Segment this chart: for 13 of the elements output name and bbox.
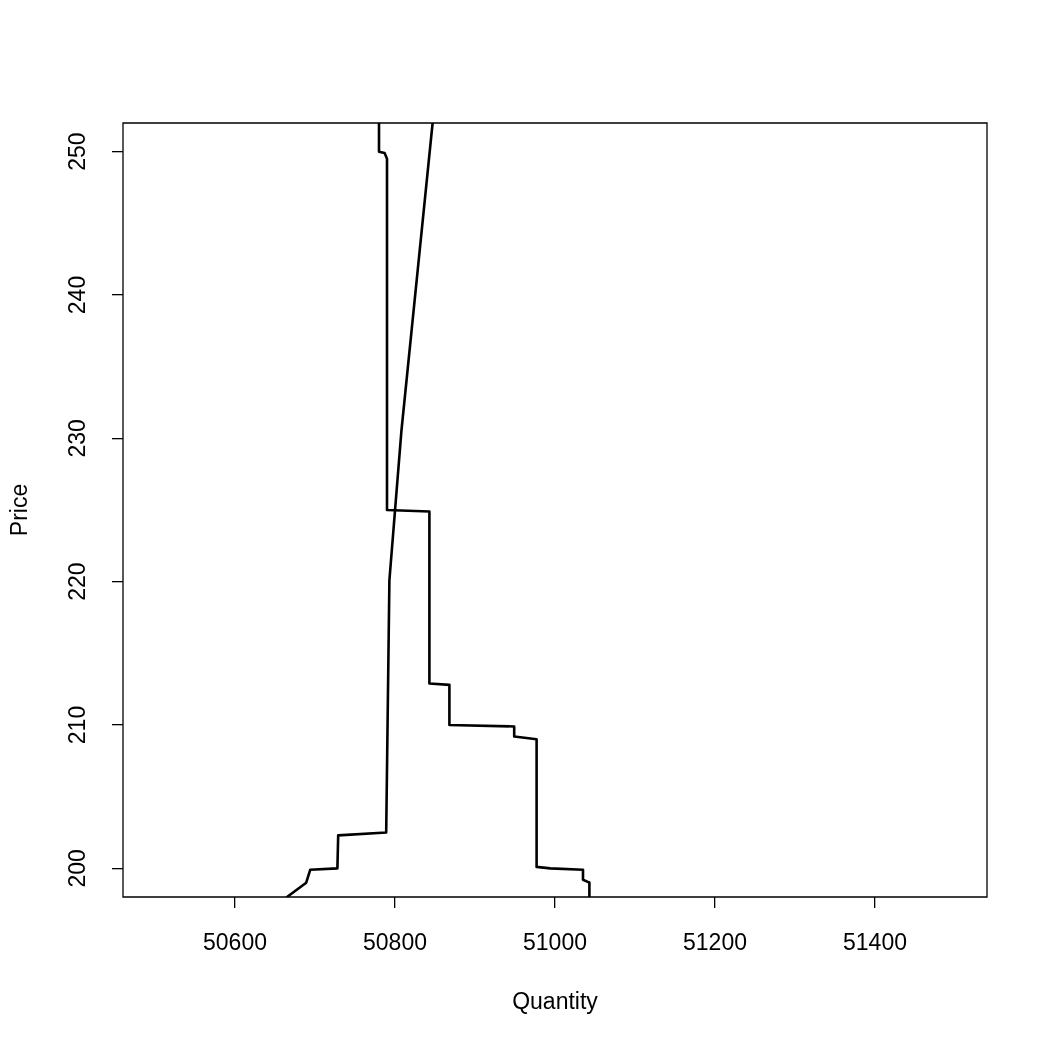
y-tick-label: 200 bbox=[64, 849, 91, 888]
x-tick-label: 50800 bbox=[363, 929, 427, 956]
x-tick-label: 51400 bbox=[843, 929, 907, 956]
y-tick-label: 210 bbox=[64, 705, 91, 745]
x-tick-label: 50600 bbox=[203, 929, 267, 956]
x-tick-label: 51000 bbox=[523, 929, 587, 956]
y-axis-title: Price bbox=[6, 483, 33, 537]
x-tick-label: 51200 bbox=[683, 929, 747, 956]
y-tick-label: 250 bbox=[64, 132, 91, 171]
y-tick-label: 230 bbox=[64, 419, 91, 458]
y-tick-label: 240 bbox=[64, 275, 91, 315]
x-axis-title: Quantity bbox=[512, 987, 599, 1014]
y-tick-label: 220 bbox=[64, 562, 91, 601]
